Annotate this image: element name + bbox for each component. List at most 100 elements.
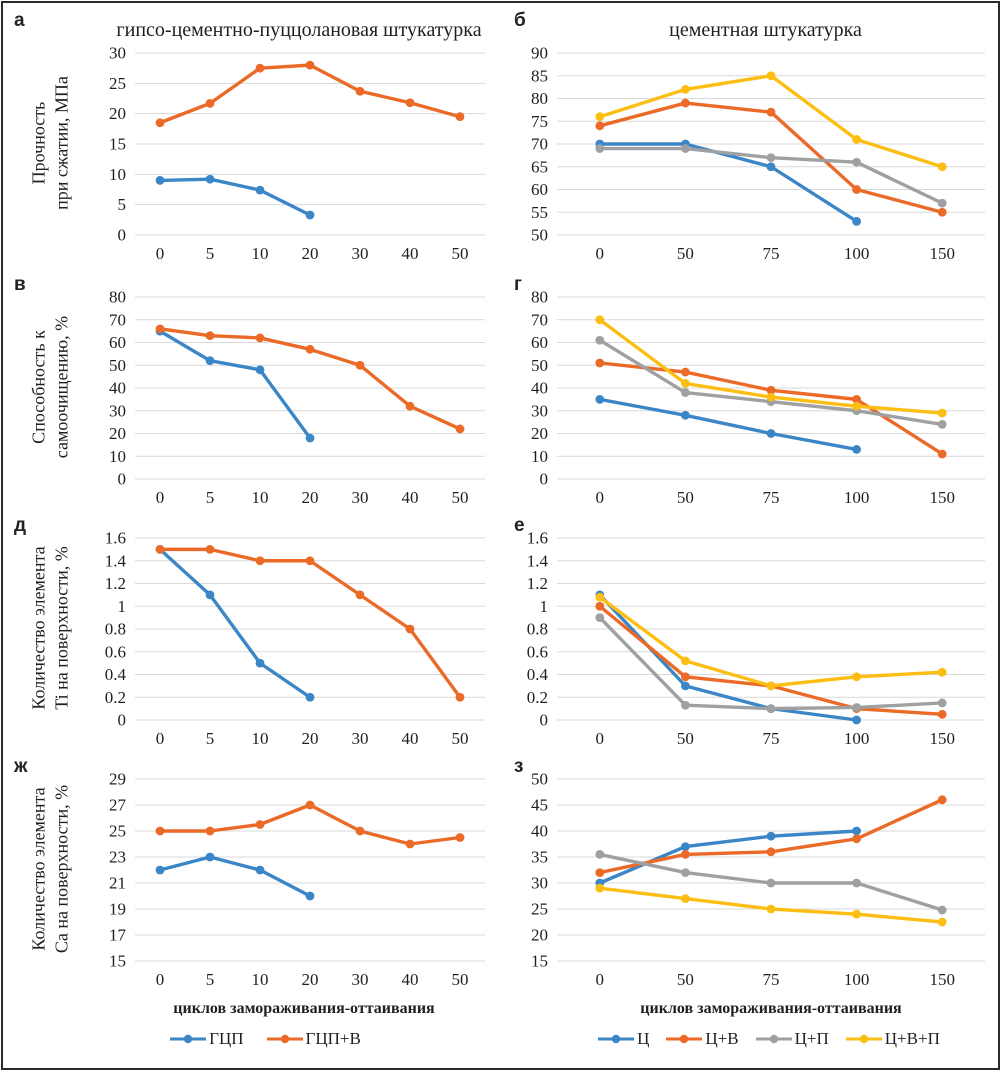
panel-letter-d: д	[14, 515, 27, 536]
data-point	[937, 795, 947, 805]
data-point	[937, 917, 947, 927]
svg-text:55: 55	[531, 203, 548, 222]
svg-text:5: 5	[206, 729, 215, 748]
panel-letter-a: а	[14, 10, 25, 31]
data-point	[305, 692, 315, 702]
svg-text:1.4: 1.4	[527, 551, 549, 570]
data-point	[681, 842, 690, 851]
data-point	[595, 394, 605, 404]
svg-text:1.6: 1.6	[105, 530, 126, 548]
data-point	[681, 410, 690, 420]
svg-text:80: 80	[531, 289, 548, 307]
data-point	[681, 681, 690, 691]
svg-text:0: 0	[596, 970, 605, 989]
data-point	[937, 709, 947, 719]
svg-text:50: 50	[452, 729, 469, 748]
svg-text:150: 150	[929, 970, 955, 989]
svg-text:0: 0	[118, 470, 127, 489]
data-point	[937, 420, 947, 429]
series-line-ГЦП	[158, 177, 312, 217]
data-point	[766, 162, 776, 172]
svg-text:60: 60	[531, 180, 548, 199]
svg-text:35: 35	[531, 848, 548, 867]
legend-label: ГЦП	[209, 1028, 244, 1048]
data-point	[595, 868, 605, 877]
svg-text:100: 100	[844, 970, 870, 989]
svg-text:60: 60	[531, 333, 548, 352]
series-line-ГЦП+В	[158, 803, 462, 846]
panel-letter-v: в	[14, 274, 26, 295]
legend-swatch-icon	[755, 1034, 792, 1043]
legend-item-ГЦП+В: ГЦП+В	[266, 1029, 361, 1049]
panel-b: б цементная штукатурка 50 55 60 65 70 75 80 85 9…	[503, 3, 998, 267]
data-point	[155, 176, 165, 185]
panel-e: е 0 0.2 0.4 0.6 0.8 1 1.2 1.4 1.6 0 50 75 100 150	[503, 508, 998, 749]
series-line-Ц+В	[598, 604, 944, 717]
data-point	[595, 592, 605, 602]
svg-text:80: 80	[109, 289, 126, 307]
svg-text:0.2: 0.2	[527, 688, 548, 707]
data-point	[852, 672, 861, 682]
data-point	[681, 850, 690, 859]
data-point	[681, 367, 690, 377]
legend-label: Ц+В+П	[884, 1028, 940, 1048]
series-line-ГЦП	[158, 329, 312, 440]
svg-text:30: 30	[109, 45, 126, 63]
data-point	[681, 868, 690, 877]
svg-text:50: 50	[531, 356, 548, 375]
chart-svg-z: 15 20 25 30 35 40 45 50 0 50 75 100 150	[531, 770, 985, 989]
legend-label: Ц+В	[705, 1028, 739, 1048]
data-point	[455, 112, 465, 122]
data-point	[595, 335, 605, 345]
legend-item-Ц+В+П: Ц+В+П	[845, 1029, 940, 1049]
svg-text:0: 0	[156, 244, 165, 263]
svg-text:20: 20	[302, 244, 319, 263]
data-point	[766, 71, 776, 81]
legend-row: ГЦП ГЦП+В Ц Ц+В Ц+П Ц+В+П	[3, 1011, 998, 1066]
data-point	[595, 358, 605, 368]
data-point	[681, 700, 690, 710]
data-point	[852, 157, 861, 167]
svg-text:23: 23	[109, 848, 126, 867]
svg-text:21: 21	[109, 874, 126, 893]
svg-text:50: 50	[677, 970, 694, 989]
svg-text:0: 0	[596, 488, 605, 507]
svg-text:0.8: 0.8	[527, 620, 548, 639]
svg-text:20: 20	[531, 424, 548, 443]
data-point	[155, 865, 165, 875]
svg-text:20: 20	[302, 970, 319, 989]
panel-letter-b: б	[514, 10, 526, 31]
svg-text:40: 40	[402, 970, 419, 989]
data-point	[255, 63, 265, 73]
legend-swatch-icon	[266, 1034, 303, 1043]
data-point	[355, 86, 365, 96]
svg-text:75: 75	[763, 729, 780, 748]
chart-d: 0 0.2 0.4 0.6 0.8 1 1.2 1.4 1.6 0 5 10 20 30 40 50	[87, 529, 501, 759]
svg-text:15: 15	[109, 135, 126, 154]
data-point	[455, 692, 465, 702]
series-line-ГЦП+В	[158, 547, 462, 699]
data-point	[937, 207, 947, 217]
panel-v: в Способность к самоочищению, % 0 10 20 30 4…	[3, 267, 503, 508]
chart-e: 0 0.2 0.4 0.6 0.8 1 1.2 1.4 1.6 0 50 75 100 150	[509, 529, 1001, 759]
svg-text:50: 50	[452, 244, 469, 263]
data-point	[595, 883, 605, 893]
data-point	[852, 834, 861, 844]
data-point	[766, 878, 776, 888]
svg-text:75: 75	[763, 244, 780, 263]
svg-text:45: 45	[531, 796, 548, 815]
svg-text:10: 10	[252, 244, 269, 263]
svg-text:100: 100	[844, 244, 870, 263]
data-point	[305, 60, 315, 70]
svg-text:5: 5	[206, 970, 215, 989]
data-point	[852, 715, 861, 725]
data-point	[305, 433, 315, 443]
svg-text:150: 150	[929, 729, 955, 748]
data-point	[766, 107, 776, 117]
svg-text:19: 19	[109, 900, 126, 919]
data-point	[255, 658, 265, 668]
data-point	[255, 333, 265, 343]
y-axis-label-v: Способность к самоочищению, %	[28, 315, 72, 458]
panel-letter-g: г	[514, 274, 522, 295]
svg-text:1.2: 1.2	[105, 574, 126, 593]
